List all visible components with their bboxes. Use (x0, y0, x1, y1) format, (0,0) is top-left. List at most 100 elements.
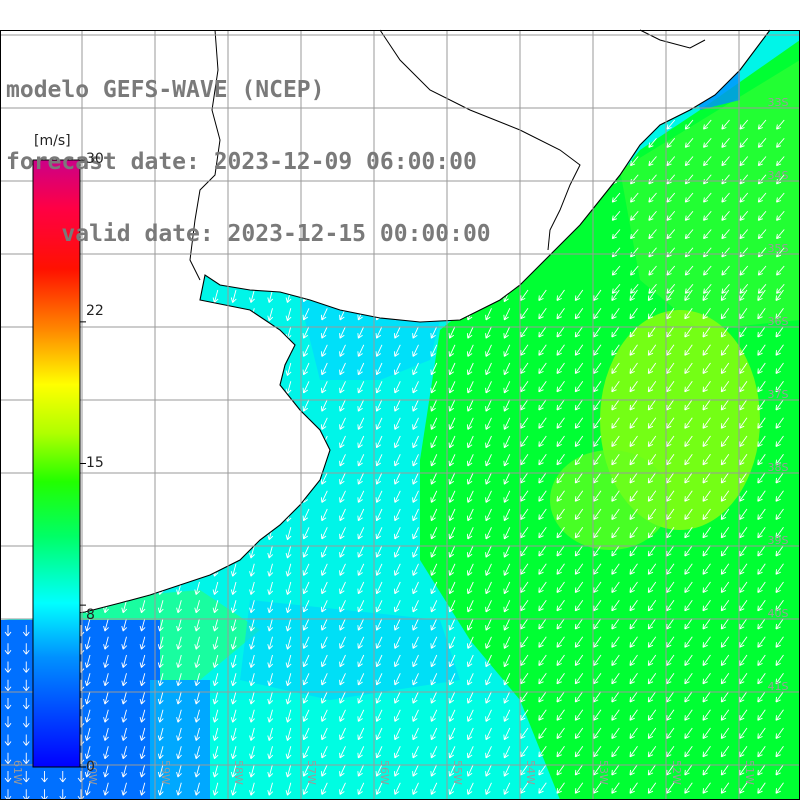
wind-arrow (302, 782, 310, 795)
wind-arrow (629, 362, 638, 375)
wind-arrow (684, 454, 693, 466)
wind-arrow (629, 527, 638, 539)
wind-arrow (393, 344, 401, 357)
wind-arrow (703, 119, 712, 130)
wind-arrow (302, 381, 310, 394)
wind-arrow (230, 581, 237, 595)
wind-arrow (430, 563, 438, 576)
wind-arrow (412, 381, 419, 394)
wind-arrow (103, 545, 109, 559)
wind-arrow (611, 782, 620, 794)
title-model: modelo GEFS-WAVE (NCEP) (6, 77, 325, 103)
wind-arrow (757, 581, 766, 594)
wind-arrow (357, 636, 365, 649)
wind-arrow (721, 283, 730, 294)
wind-arrow (739, 381, 748, 393)
wind-arrow (739, 545, 748, 557)
wind-arrow (285, 618, 292, 632)
wind-arrow (412, 709, 419, 722)
wind-arrow (520, 326, 529, 338)
latitude-label: 35S (768, 242, 789, 255)
wind-arrow (611, 654, 620, 667)
wind-arrow (666, 454, 675, 466)
wind-arrow (776, 265, 785, 276)
wind-arrow (103, 746, 109, 760)
wind-arrow (684, 210, 694, 221)
wind-arrow (448, 654, 456, 668)
wind-arrow (702, 490, 711, 502)
wind-arrow (357, 727, 365, 741)
wind-arrow (339, 764, 346, 777)
wind-arrow (684, 283, 694, 294)
wind-arrow (267, 508, 274, 522)
wind-arrow (720, 527, 730, 539)
wind-arrow (630, 229, 639, 240)
wind-arrow (267, 326, 274, 340)
wind-arrow (230, 636, 237, 650)
wind-arrow (611, 344, 620, 356)
wind-arrow (775, 746, 784, 758)
wind-arrow (647, 454, 657, 466)
wind-arrow (230, 527, 237, 541)
wind-arrow (720, 691, 730, 703)
wind-arrow (393, 308, 401, 321)
wind-arrow (448, 618, 456, 631)
wind-arrow (393, 435, 401, 449)
wind-arrow (375, 399, 383, 412)
wind-arrow (485, 691, 492, 704)
wind-arrow (103, 417, 109, 431)
wind-arrow (176, 381, 182, 395)
wind-arrow (157, 527, 164, 541)
wind-arrow (647, 764, 657, 776)
wind-arrow (249, 727, 255, 741)
wind-arrow (611, 283, 621, 294)
wind-arrow (84, 508, 91, 522)
wind-arrow (430, 362, 438, 376)
wind-arrow (430, 417, 438, 430)
wind-arrow (485, 636, 492, 649)
wind-arrow (194, 344, 201, 358)
wind-arrow (593, 764, 602, 776)
wind-arrow (684, 636, 693, 648)
wind-arrow (176, 709, 182, 723)
wind-arrow (139, 308, 146, 322)
latitude-label: 40S (768, 607, 789, 620)
wind-arrow (430, 764, 438, 777)
wind-arrow (611, 399, 620, 411)
wind-arrow (776, 156, 785, 167)
wind-arrow (84, 454, 91, 468)
wind-arrow (357, 673, 365, 686)
wind-arrow (121, 527, 128, 541)
wind-arrow (721, 119, 730, 130)
wind-arrow (739, 229, 749, 240)
wind-arrow (775, 691, 784, 703)
wind-arrow (302, 308, 310, 321)
wind-arrow (647, 673, 657, 685)
wind-arrow (666, 381, 675, 393)
wind-arrow (4, 625, 12, 637)
wind-arrow (157, 417, 164, 431)
wind-arrow (375, 654, 383, 668)
wind-arrow (230, 709, 237, 723)
wind-arrow (339, 381, 346, 394)
wind-arrow (629, 326, 638, 338)
wind-arrow (503, 472, 511, 485)
wind-arrow (520, 527, 529, 539)
wind-arrow (520, 563, 529, 575)
wind-arrow (485, 581, 492, 595)
wind-arrow (574, 472, 584, 484)
wind-arrow (702, 636, 711, 648)
wind-arrow (84, 362, 91, 376)
wind-arrow (320, 636, 328, 649)
wind-arrow (393, 454, 401, 467)
wind-arrow (684, 508, 693, 521)
wind-arrow (466, 563, 474, 576)
wind-arrow (503, 490, 511, 503)
wind-arrow (648, 119, 657, 130)
wind-arrow (22, 752, 30, 765)
wind-arrow (157, 454, 164, 468)
wind-arrow (684, 673, 693, 685)
wind-arrow (684, 265, 694, 276)
wind-arrow (666, 508, 675, 521)
wind-arrow (703, 210, 712, 221)
